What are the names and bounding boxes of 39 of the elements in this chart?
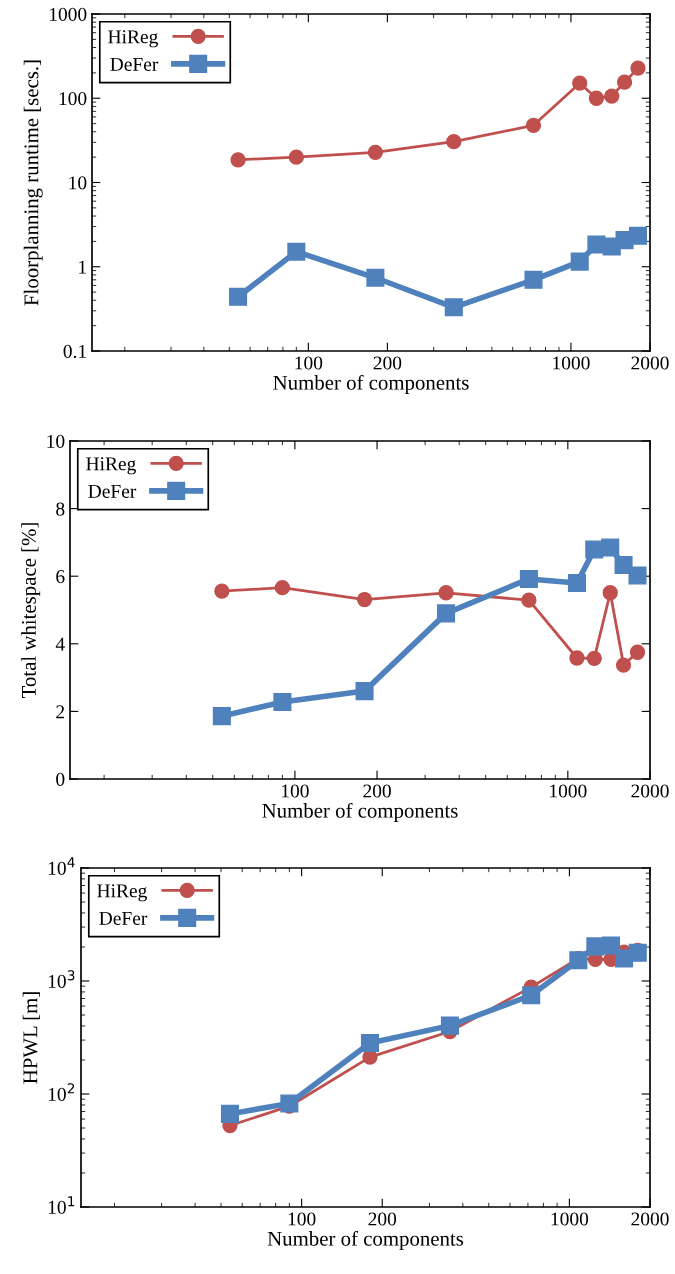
- legend-label: DeFer: [99, 911, 148, 925]
- y-tick-label: 100: [59, 92, 87, 106]
- x-tick-label: 2000: [631, 1212, 669, 1226]
- y-tick-label: 0.1: [63, 344, 86, 359]
- x-axis-title: Number of components: [273, 374, 469, 394]
- y-tick-label: 10$^{4}$: [48, 857, 75, 875]
- y-tick-label: 10: [47, 434, 65, 448]
- x-tick-label: 2000: [631, 784, 669, 798]
- legend-label: DeFer: [110, 57, 159, 71]
- y-tick-label: 2: [56, 705, 65, 719]
- y-tick-label: 4: [55, 637, 65, 651]
- y-tick-label: 1: [79, 260, 86, 274]
- x-tick-label: 200: [373, 356, 402, 370]
- y-axis-title: HPWL [m]: [22, 992, 40, 1084]
- x-axis-title: Number of components: [262, 802, 458, 822]
- y-tick-label: 10: [69, 176, 87, 190]
- y-tick-label: 10$^{3}$: [48, 970, 75, 988]
- x-tick-label: 100: [282, 784, 309, 798]
- y-tick-label: 0: [56, 772, 65, 786]
- y-tick-label: 8: [56, 502, 65, 516]
- x-tick-label: 100: [288, 1212, 316, 1226]
- x-tick-label: 1000: [553, 356, 590, 370]
- y-axis-title: Floorplanning runtime [secs.]: [23, 60, 43, 306]
- y-tick-label: 1000: [49, 7, 87, 21]
- x-tick-label: 200: [363, 784, 391, 798]
- x-tick-label: 1000: [550, 784, 587, 798]
- legend-label: HiReg: [97, 884, 147, 902]
- x-tick-label: 1000: [551, 1212, 589, 1226]
- y-tick-label: 10$^{1}$: [48, 1196, 75, 1214]
- y-axis-title: Total whitespace [%]: [21, 523, 41, 698]
- legend-label: DeFer: [88, 484, 137, 498]
- x-tick-label: 100: [295, 356, 323, 370]
- x-axis-title: Number of components: [267, 1230, 464, 1250]
- legend-label: HiReg: [86, 457, 136, 475]
- legend-label: HiReg: [108, 30, 158, 48]
- y-tick-label: 10$^{2}$: [48, 1083, 75, 1101]
- x-tick-label: 200: [368, 1212, 397, 1226]
- x-tick-label: 2000: [631, 356, 669, 370]
- y-tick-label: 6: [56, 570, 65, 584]
